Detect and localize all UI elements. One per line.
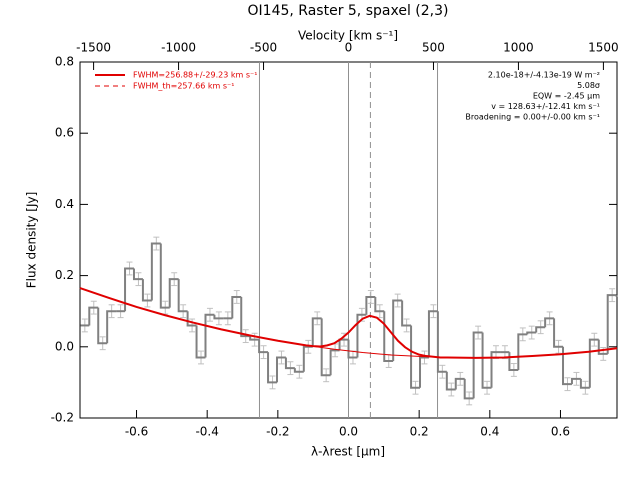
step-bin — [383, 311, 394, 363]
step-bin — [481, 332, 492, 389]
x-tick-label: 0.6 — [551, 425, 570, 439]
step-bin — [284, 357, 295, 370]
step-bin — [445, 371, 456, 391]
step-bin — [392, 299, 403, 362]
step-bin — [374, 296, 385, 313]
x2-tick-label: -1000 — [161, 41, 196, 55]
step-bin — [606, 294, 617, 354]
step-bin — [419, 356, 429, 388]
x2-tick-label: 1500 — [588, 41, 619, 55]
step-bin — [204, 313, 215, 358]
step-bin — [463, 378, 474, 400]
step-bin — [159, 243, 170, 309]
step-bin — [124, 267, 134, 312]
y-axis-label: Flux density [Jy] — [25, 192, 39, 289]
chart-title: OI145, Raster 5, spaxel (2,3) — [248, 3, 449, 19]
x2-tick-label: -1500 — [76, 41, 111, 55]
step-bin — [526, 331, 537, 335]
y-tick-label: 0.8 — [55, 55, 74, 69]
x-tick-label: -0.4 — [195, 425, 218, 439]
step-bin — [132, 268, 143, 281]
step-bin — [588, 338, 599, 388]
step-bin — [535, 326, 546, 333]
x2-tick-label: -500 — [250, 41, 277, 55]
y-tick-label: 0.4 — [55, 197, 74, 211]
y-tick-label: 0.6 — [55, 126, 74, 140]
step-bin — [258, 339, 269, 354]
step-bin — [347, 339, 358, 359]
step-bin — [356, 313, 367, 358]
step-bin — [302, 345, 313, 372]
annotation: Broadening = 0.00+/-0.00 km s⁻¹ — [465, 113, 600, 122]
x2-tick-label: 0 — [345, 41, 353, 55]
y-tick-label: -0.2 — [51, 411, 74, 425]
step-bin — [553, 318, 564, 348]
step-bin — [365, 295, 376, 315]
annotation: v = 128.63+/-12.41 km s⁻¹ — [491, 102, 600, 111]
step-bin — [88, 306, 99, 326]
x2-axis-label: Velocity [km s⁻¹] — [298, 29, 398, 43]
step-bin — [240, 296, 251, 338]
step-bin — [97, 307, 108, 345]
x-tick-label: -0.2 — [266, 425, 289, 439]
step-bin — [427, 310, 438, 358]
step-bin — [106, 310, 117, 344]
step-bin — [177, 279, 188, 313]
x-tick-label: 0.0 — [339, 425, 358, 439]
step-bin — [267, 352, 277, 384]
x-tick-label: -0.6 — [125, 425, 148, 439]
step-bin — [213, 314, 224, 320]
step-bin — [195, 325, 206, 359]
step-bin — [517, 333, 528, 370]
step-bin — [141, 279, 152, 302]
step-bin — [311, 317, 322, 347]
legend-label: FWHM=256.88+/-29.23 km s⁻¹ — [133, 71, 257, 80]
step-bin — [329, 349, 340, 376]
annotation: 2.10e-18+/-4.13e-19 W m⁻² — [488, 71, 600, 80]
step-bin — [410, 325, 421, 389]
y-tick-label: 0.0 — [55, 339, 74, 353]
fit-curve — [79, 287, 618, 359]
step-bin — [231, 295, 242, 319]
step-bin — [249, 336, 260, 341]
x2-tick-label: 500 — [422, 41, 445, 55]
legend-label: FWHM_th=257.66 km s⁻¹ — [133, 82, 234, 91]
step-bin — [186, 311, 197, 327]
step-bin — [436, 311, 447, 373]
step-bin — [562, 346, 572, 386]
x-tick-label: 0.4 — [480, 425, 499, 439]
y-tick-label: 0.2 — [55, 268, 74, 282]
x-axis-label: λ-λrest [μm] — [311, 445, 385, 459]
step-bin — [293, 368, 304, 373]
step-bin — [597, 339, 608, 355]
step-bin — [579, 378, 590, 389]
step-bin — [454, 377, 465, 390]
step-bin — [490, 351, 501, 388]
step-bin — [472, 331, 483, 399]
step-bin — [168, 278, 179, 308]
step-bin — [401, 300, 412, 327]
step-bin — [150, 242, 161, 301]
step-bin — [570, 377, 581, 385]
step-bin — [320, 318, 331, 377]
step-bin — [275, 356, 286, 383]
annotation: 5.08σ — [577, 81, 600, 90]
x2-tick-label: 1000 — [503, 41, 534, 55]
annotation: EQW = -2.45 μm — [533, 92, 600, 101]
x-tick-label: 0.2 — [410, 425, 429, 439]
step-bin — [544, 317, 555, 328]
